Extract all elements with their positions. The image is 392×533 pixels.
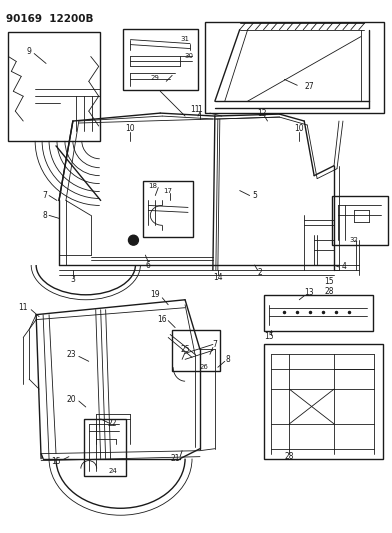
Text: 16: 16 xyxy=(158,315,167,324)
Text: 90169  12200B: 90169 12200B xyxy=(6,14,94,24)
Text: 10: 10 xyxy=(126,125,135,133)
Text: 11: 11 xyxy=(190,104,200,114)
Bar xyxy=(263,344,383,458)
Text: 18: 18 xyxy=(148,183,157,189)
Text: 28: 28 xyxy=(324,287,334,296)
Text: 24: 24 xyxy=(108,467,117,473)
Text: 2: 2 xyxy=(257,269,262,278)
Text: 5: 5 xyxy=(252,191,257,200)
Text: 15: 15 xyxy=(324,277,334,286)
Text: 23: 23 xyxy=(66,350,76,359)
Text: 11: 11 xyxy=(18,303,28,312)
Text: 6: 6 xyxy=(146,261,151,270)
Text: 1: 1 xyxy=(198,104,202,114)
Text: 21: 21 xyxy=(171,454,180,463)
Text: 15: 15 xyxy=(51,457,61,466)
Text: 13: 13 xyxy=(304,288,314,297)
Text: 28: 28 xyxy=(285,452,294,461)
Text: 31: 31 xyxy=(181,36,190,42)
Text: 7: 7 xyxy=(43,191,47,200)
Bar xyxy=(172,329,220,372)
Text: 15: 15 xyxy=(265,332,274,341)
Text: 4: 4 xyxy=(341,262,347,271)
Text: 26: 26 xyxy=(200,364,209,370)
Text: 22: 22 xyxy=(108,419,117,429)
Text: 19: 19 xyxy=(151,290,160,300)
Text: 17: 17 xyxy=(164,188,173,193)
Text: 14: 14 xyxy=(213,273,223,282)
Text: 20: 20 xyxy=(66,394,76,403)
Text: 9: 9 xyxy=(27,47,32,56)
Text: 32: 32 xyxy=(349,237,358,243)
Text: 27: 27 xyxy=(304,82,314,91)
Bar xyxy=(8,31,100,141)
Text: 30: 30 xyxy=(185,53,194,59)
Text: 29: 29 xyxy=(151,75,160,82)
Text: 3: 3 xyxy=(71,276,75,285)
Circle shape xyxy=(129,235,138,245)
Text: 7: 7 xyxy=(212,340,217,349)
Text: 10: 10 xyxy=(294,125,304,133)
Bar xyxy=(205,22,384,113)
Text: 25: 25 xyxy=(180,345,190,354)
Text: 12: 12 xyxy=(257,109,266,118)
Bar xyxy=(84,419,125,475)
Bar xyxy=(123,29,198,90)
Bar xyxy=(332,196,388,245)
Text: 8: 8 xyxy=(225,355,230,364)
Text: 8: 8 xyxy=(43,211,47,220)
Bar xyxy=(143,181,193,237)
Bar xyxy=(263,295,373,330)
